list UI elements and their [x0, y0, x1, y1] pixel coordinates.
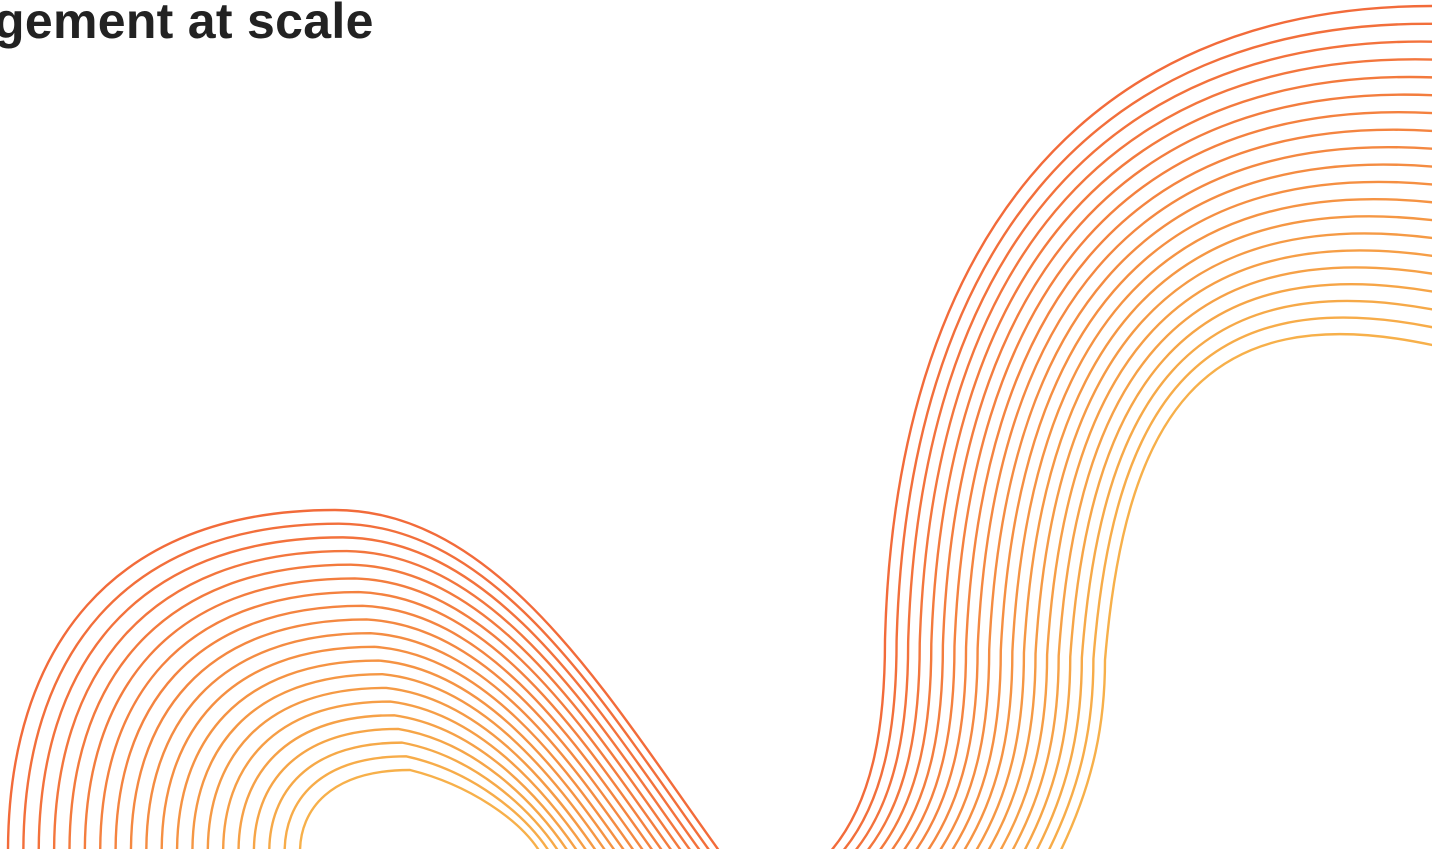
wave-line: [6, 4, 1432, 849]
wave-line: [252, 283, 1432, 849]
wave-line-group: [6, 4, 1432, 849]
wave-line: [283, 316, 1432, 849]
wave-line: [222, 249, 1432, 849]
wave-line: [191, 215, 1432, 849]
wave-line: [206, 232, 1432, 849]
wave-line: [298, 332, 1432, 849]
wave-line: [68, 75, 1432, 849]
wave-line: [268, 299, 1432, 849]
slide-headline: gement at scale: [0, 0, 374, 49]
wave-line: [114, 128, 1432, 849]
wave-line: [22, 22, 1432, 849]
wave-line: [160, 180, 1432, 849]
wave-line: [129, 146, 1432, 849]
wave-line: [52, 58, 1432, 849]
wave-line: [145, 163, 1432, 849]
wave-line: [237, 266, 1432, 849]
wave-line: [175, 197, 1432, 849]
wave-line: [37, 40, 1432, 849]
wave-line: [99, 111, 1432, 849]
wave-line: [83, 93, 1432, 849]
